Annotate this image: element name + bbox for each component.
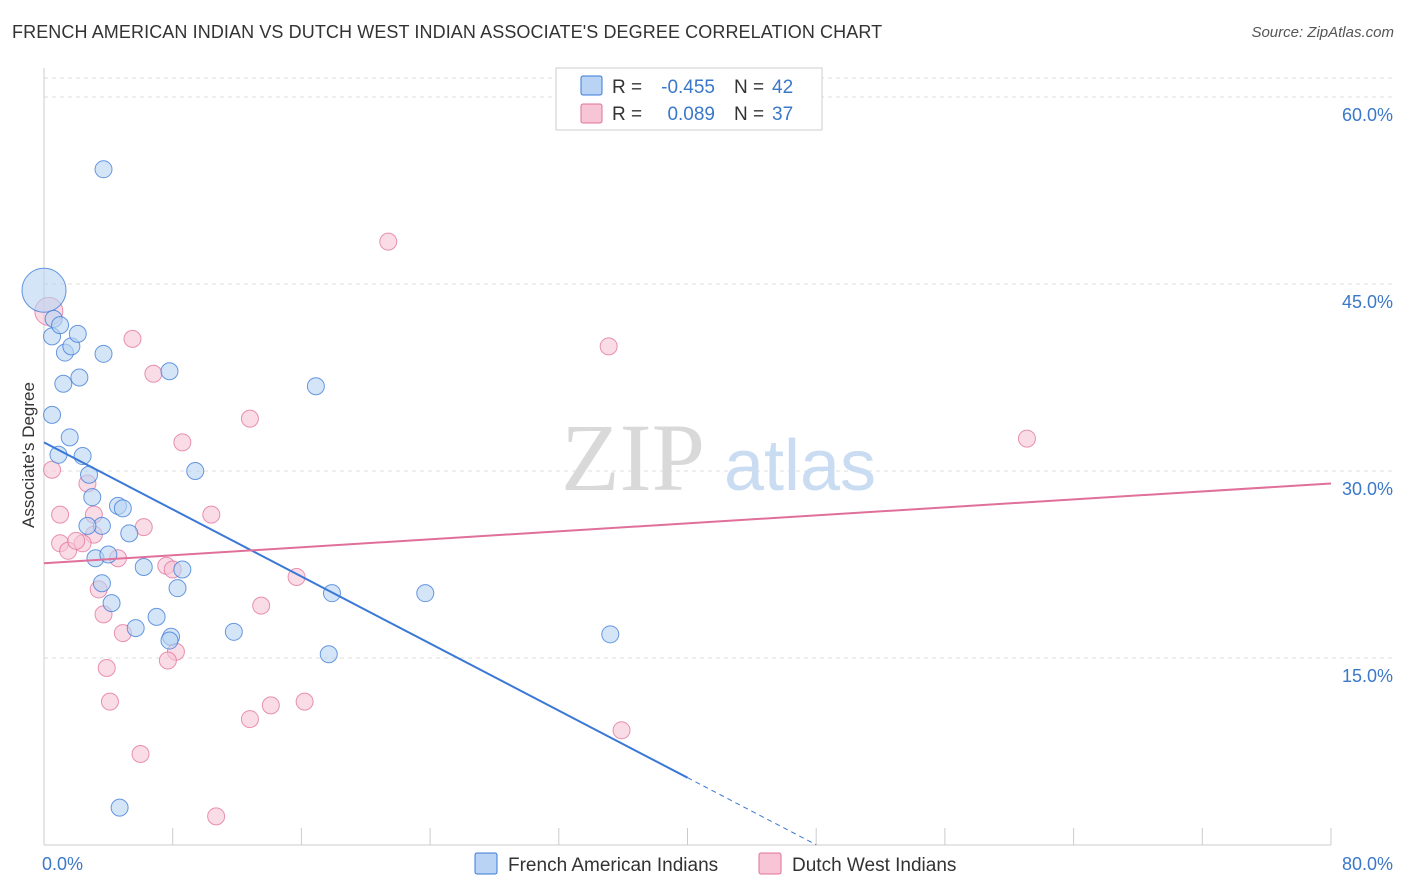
legend-n-value-blue: 42 <box>772 77 793 98</box>
y-tick-labels: 15.0% 30.0% 45.0% 60.0% <box>1342 105 1393 686</box>
series-legend: French American Indians Dutch West India… <box>474 852 956 876</box>
point-french-american-indians-28 <box>173 560 192 579</box>
legend-n-label-blue: N = <box>734 77 764 98</box>
y-tick-label-60: 60.0% <box>1342 105 1393 125</box>
point-french-american-indians-23 <box>78 516 97 535</box>
stats-legend: R = -0.455 N = 42 R = 0.089 N = 37 <box>555 67 823 131</box>
y-tick-label-30: 30.0% <box>1342 479 1393 499</box>
legend-n-label-pink: N = <box>734 104 764 125</box>
point-french-american-indians-19 <box>186 462 205 480</box>
point-french-american-indians-39 <box>319 645 338 664</box>
point-french-american-indians-35 <box>126 619 145 638</box>
point-french-american-indians-18 <box>83 488 102 507</box>
point-dutch-west-indians-28 <box>158 651 177 670</box>
point-french-american-indians-9 <box>70 368 89 387</box>
point-dutch-west-indians-30 <box>100 692 119 711</box>
point-french-american-indians-21 <box>113 499 132 518</box>
watermark: ZIP atlas <box>561 404 876 511</box>
point-dutch-west-indians-1 <box>379 232 398 251</box>
legend-swatch-dutch-west-indians <box>758 852 782 875</box>
point-dutch-west-indians-35 <box>131 744 150 763</box>
point-dutch-west-indians-36 <box>207 807 226 826</box>
point-dutch-west-indians-8 <box>43 460 62 479</box>
legend-r-value-blue: -0.455 <box>661 77 715 98</box>
legend-r-value-pink: 0.089 <box>667 104 715 125</box>
point-french-american-indians-27 <box>134 557 153 576</box>
point-dutch-west-indians-6 <box>1017 429 1036 448</box>
point-french-american-indians-3 <box>51 316 70 335</box>
x-tick-labels: 0.0% 80.0% <box>42 854 1393 874</box>
point-french-american-indians-7 <box>94 160 113 179</box>
watermark-zip: ZIP <box>561 404 705 511</box>
point-dutch-west-indians-10 <box>51 505 70 524</box>
legend-swatch-pink <box>580 103 603 124</box>
point-french-american-indians-33 <box>102 594 121 613</box>
grid-lines <box>44 77 1395 659</box>
point-french-american-indians-37 <box>224 622 243 641</box>
x-tick-label-min: 0.0% <box>42 854 83 874</box>
legend-r-label-blue: R = <box>612 77 642 98</box>
chart-title: FRENCH AMERICAN INDIAN VS DUTCH WEST IND… <box>12 22 883 42</box>
trend-lines <box>43 441 1332 846</box>
point-dutch-west-indians-4 <box>144 364 163 383</box>
point-french-american-indians-6 <box>68 324 87 343</box>
point-french-american-indians-8 <box>54 374 73 393</box>
source-label: Source: ZipAtlas.com <box>1251 24 1394 41</box>
point-french-american-indians-24 <box>120 524 139 543</box>
point-french-american-indians-32 <box>416 584 435 603</box>
point-dutch-west-indians-33 <box>240 710 259 729</box>
point-french-american-indians-13 <box>43 405 62 424</box>
point-dutch-west-indians-24 <box>252 596 271 615</box>
y-axis-label: Associate's Degree <box>19 382 38 528</box>
point-french-american-indians-34 <box>147 607 166 626</box>
point-french-american-indians-29 <box>168 579 187 598</box>
point-french-american-indians-12 <box>306 377 325 396</box>
trend-line-dutch-west-indians <box>43 482 1332 565</box>
point-dutch-west-indians-2 <box>599 337 618 356</box>
point-dutch-west-indians-34 <box>612 721 631 740</box>
legend-label-dutch-west-indians: Dutch West Indians <box>792 855 956 876</box>
legend-swatch-french-american-indians <box>474 852 498 875</box>
point-french-american-indians-38 <box>160 631 179 650</box>
trend-line-french-american-indians <box>43 441 688 779</box>
point-dutch-west-indians-3 <box>123 329 142 348</box>
point-french-american-indians-0 <box>21 267 67 313</box>
point-french-american-indians-14 <box>60 428 79 447</box>
y-tick-label-45: 45.0% <box>1342 292 1393 312</box>
point-french-american-indians-30 <box>92 574 111 593</box>
legend-swatch-blue <box>580 75 603 96</box>
data-points <box>21 160 1036 826</box>
point-dutch-west-indians-32 <box>261 696 280 715</box>
watermark-atlas: atlas <box>724 426 876 506</box>
trend-line-french-american-indians-extension <box>687 777 817 846</box>
y-tick-label-15: 15.0% <box>1342 666 1393 686</box>
legend-label-french-american-indians: French American Indians <box>508 855 718 876</box>
point-dutch-west-indians-31 <box>295 692 314 711</box>
point-dutch-west-indians-29 <box>97 658 116 677</box>
point-french-american-indians-41 <box>110 798 129 817</box>
x-tick-label-max: 80.0% <box>1342 854 1393 874</box>
point-dutch-west-indians-5 <box>240 409 259 428</box>
point-french-american-indians-10 <box>94 344 113 363</box>
legend-r-label-pink: R = <box>612 104 642 125</box>
point-french-american-indians-40 <box>601 625 620 644</box>
point-french-american-indians-11 <box>160 362 179 381</box>
axes <box>43 68 1332 846</box>
point-dutch-west-indians-18 <box>67 531 86 550</box>
legend-n-value-pink: 37 <box>772 104 793 125</box>
point-dutch-west-indians-12 <box>202 505 221 524</box>
point-dutch-west-indians-7 <box>173 433 192 452</box>
